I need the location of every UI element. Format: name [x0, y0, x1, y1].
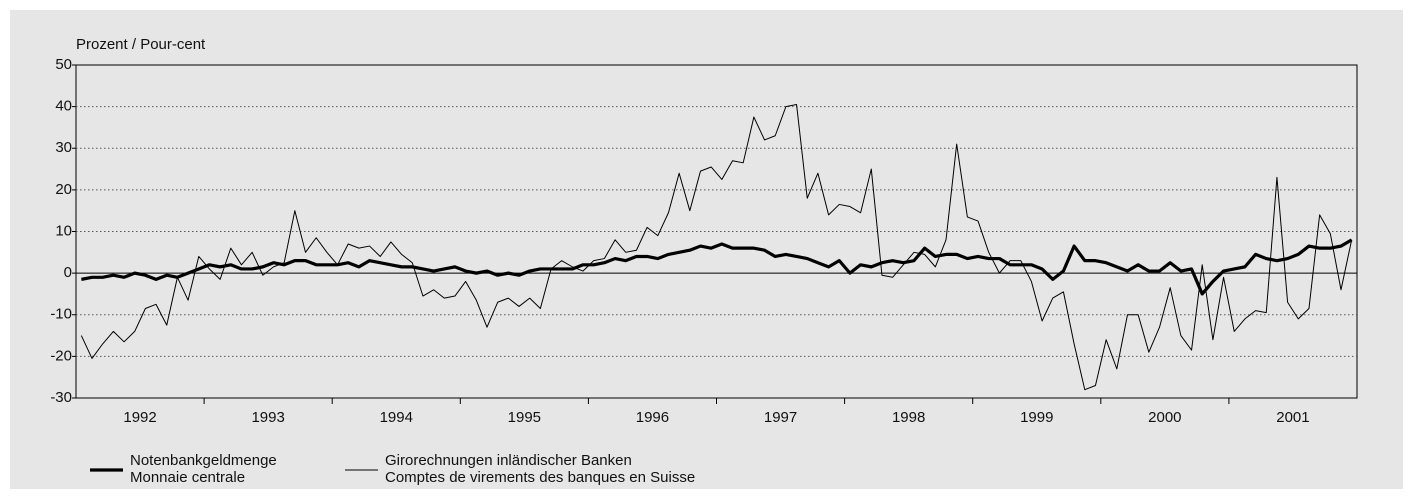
y-tick-label: 50	[55, 56, 72, 73]
x-tick-label: 1995	[508, 409, 541, 426]
y-tick-label: 40	[55, 98, 72, 115]
x-tick-label: 2000	[1148, 409, 1181, 426]
y-tick-label: 0	[64, 264, 72, 281]
series-line	[80, 104, 1353, 391]
legend-label: Monnaie centrale	[130, 469, 245, 486]
y-axis-label: Prozent / Pour-cent	[76, 36, 206, 53]
background	[10, 10, 1403, 489]
x-tick-label: 1992	[123, 409, 156, 426]
y-tick-label: -10	[50, 306, 72, 323]
y-tick-label: 20	[55, 181, 72, 198]
legend-label: Notenbankgeldmenge	[130, 452, 277, 469]
legend-label: Girorechnungen inländischer Banken	[385, 452, 632, 469]
series-line	[81, 238, 1353, 296]
y-tick-label: 10	[55, 222, 72, 239]
y-tick-label: -30	[50, 389, 72, 406]
legend-label: Comptes de virements des banques en Suis…	[385, 469, 695, 486]
y-tick-label: -20	[50, 347, 72, 364]
y-tick-label: 30	[55, 139, 72, 156]
x-tick-label: 1996	[636, 409, 669, 426]
x-tick-label: 1999	[1020, 409, 1053, 426]
x-tick-label: 1994	[380, 409, 413, 426]
x-tick-label: 2001	[1276, 409, 1309, 426]
x-tick-label: 1997	[764, 409, 797, 426]
x-tick-label: 1993	[251, 409, 284, 426]
x-tick-label: 1998	[892, 409, 925, 426]
